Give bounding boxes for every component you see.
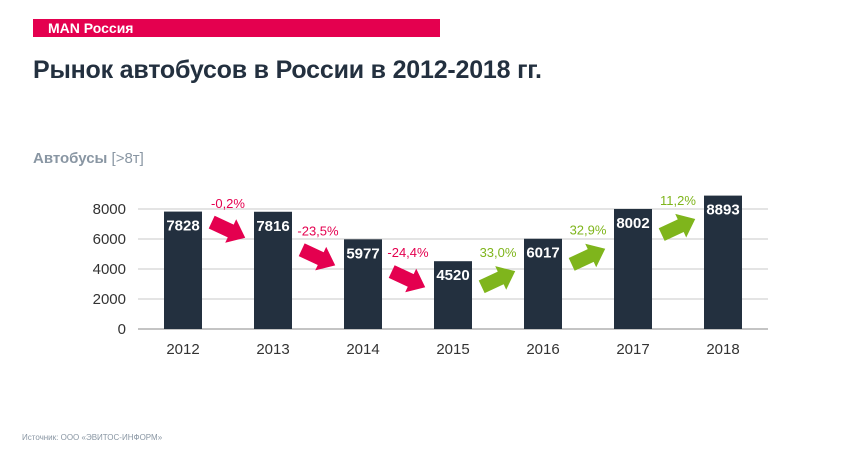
- change-label: 11,2%: [660, 193, 696, 208]
- bar: [344, 239, 382, 329]
- bar: [614, 208, 652, 329]
- growth-arrow-icon: [658, 213, 696, 241]
- brand-label: MAN Россия: [48, 20, 134, 36]
- bar-value-label: 7816: [256, 218, 289, 235]
- bar: [704, 195, 742, 329]
- bar-value-label: 4520: [436, 267, 469, 284]
- growth-arrow-icon: [478, 266, 516, 294]
- source-note: Источник: ООО «ЭВИТОС-ИНФОРМ»: [22, 433, 163, 442]
- subtitle-main: Автобусы: [33, 150, 108, 167]
- change-label: -24,4%: [387, 245, 429, 260]
- decline-arrow-icon: [208, 215, 246, 243]
- y-tick-label: 8000: [93, 201, 126, 218]
- x-tick-label: 2012: [166, 341, 199, 358]
- change-label: -0,2%: [211, 196, 245, 211]
- page-title: Рынок автобусов в России в 2012-2018 гг.: [33, 56, 542, 84]
- growth-arrow-icon: [568, 243, 606, 271]
- bar: [434, 261, 472, 329]
- change-label: -23,5%: [297, 223, 339, 238]
- bar-value-label: 6017: [526, 245, 559, 262]
- y-tick-label: 6000: [93, 231, 126, 248]
- decline-arrow-icon: [388, 265, 426, 293]
- y-tick-label: 4000: [93, 261, 126, 278]
- change-label: 33,0%: [480, 245, 517, 260]
- bar-value-label: 8893: [706, 202, 739, 219]
- chart-subtitle: Автобусы [>8т]: [33, 150, 144, 167]
- y-tick-label: 2000: [93, 291, 126, 308]
- bar-value-label: 8002: [616, 215, 649, 232]
- x-tick-label: 2014: [346, 341, 379, 358]
- x-tick-label: 2013: [256, 341, 289, 358]
- decline-arrow-icon: [298, 243, 336, 271]
- x-tick-label: 2017: [616, 341, 649, 358]
- bar: [254, 211, 292, 329]
- subtitle-unit: [>8т]: [111, 150, 144, 167]
- change-label: 32,9%: [570, 223, 607, 238]
- x-tick-label: 2015: [436, 341, 469, 358]
- bar: [164, 211, 202, 329]
- y-tick-label: 0: [118, 321, 126, 338]
- x-tick-label: 2016: [526, 341, 559, 358]
- brand-bar: MAN Россия: [33, 19, 440, 37]
- bar-value-label: 7828: [166, 218, 199, 235]
- bar: [524, 238, 562, 329]
- bar-value-label: 5977: [346, 245, 379, 262]
- x-tick-label: 2018: [706, 341, 739, 358]
